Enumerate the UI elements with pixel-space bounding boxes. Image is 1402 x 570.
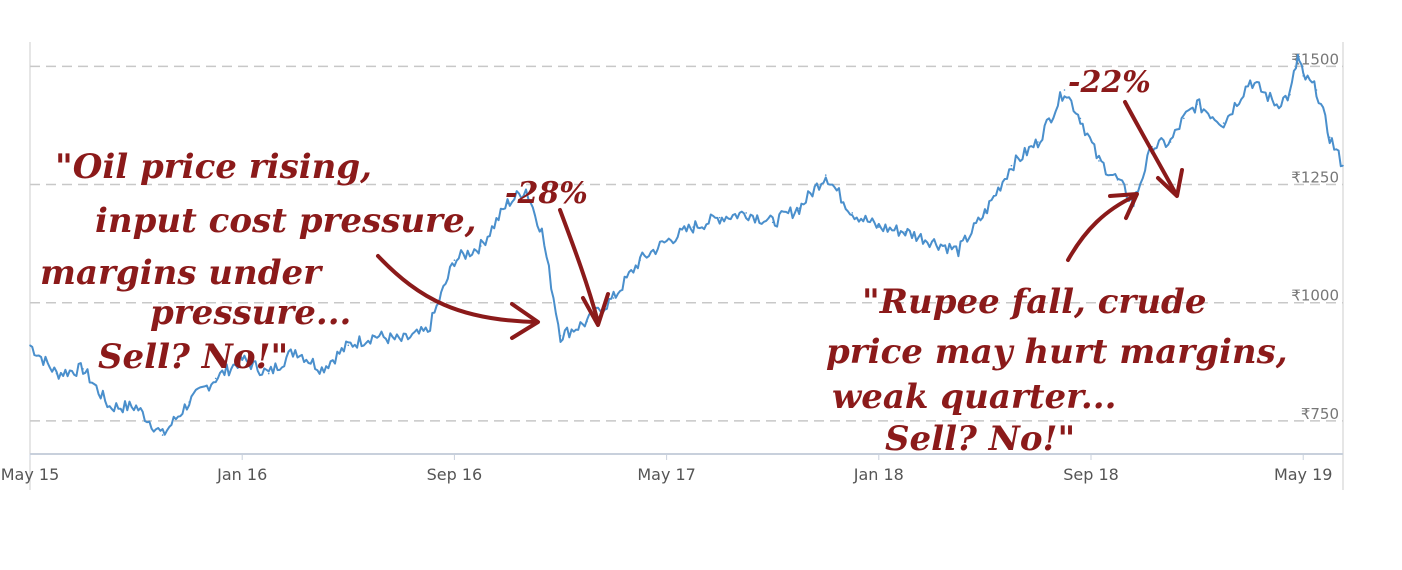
data-point xyxy=(745,212,747,214)
arrow-drop-left-head xyxy=(581,292,610,327)
data-point xyxy=(188,401,190,403)
note-right-line-1: "Rupee fall, crude xyxy=(862,282,1206,322)
arrow-left-note-head xyxy=(510,302,540,340)
data-point xyxy=(214,377,217,380)
arrow-right-note-head xyxy=(1108,192,1139,220)
data-point xyxy=(931,240,933,243)
data-point xyxy=(320,368,323,370)
y-tick-label: ₹1000 xyxy=(1291,287,1339,305)
data-point xyxy=(82,368,84,370)
data-point xyxy=(506,202,509,205)
note-left-line-1: "Oil price rising, xyxy=(55,147,372,187)
data-point xyxy=(453,259,456,261)
data-point xyxy=(824,174,827,176)
data-point xyxy=(1183,117,1185,120)
data-point xyxy=(771,221,774,224)
data-point xyxy=(1275,103,1278,105)
data-point xyxy=(1098,160,1100,162)
note-right-line-4: Sell? No!" xyxy=(885,419,1075,459)
data-point xyxy=(1079,117,1082,120)
data-point xyxy=(639,259,641,261)
annotation-drop-left: -28% xyxy=(505,176,610,327)
data-point xyxy=(1169,141,1172,143)
data-point xyxy=(161,434,164,436)
x-tick-label: Jan 16 xyxy=(216,465,267,484)
y-tick-label: ₹750 xyxy=(1301,405,1339,423)
y-tick-label: ₹1250 xyxy=(1291,169,1339,187)
data-point xyxy=(294,349,297,351)
data-point xyxy=(612,297,615,299)
data-point xyxy=(718,216,721,219)
data-point xyxy=(108,405,111,408)
data-point xyxy=(586,320,588,323)
x-tick-labels: May 15 Jan 16 Sep 16 May 17 Jan 18 Sep 18 May … xyxy=(1,454,1333,484)
data-point xyxy=(1037,141,1039,143)
data-point xyxy=(1063,89,1066,91)
data-point xyxy=(878,226,880,228)
data-point xyxy=(984,212,986,214)
series-line xyxy=(29,53,1344,436)
data-point xyxy=(957,249,960,252)
series xyxy=(29,53,1344,436)
x-tick-label: May 15 xyxy=(1,465,60,484)
data-point xyxy=(1116,179,1119,181)
annotation-right: "Rupee fall, crude price may hurt margin… xyxy=(826,192,1288,459)
data-point xyxy=(851,212,854,214)
data-point xyxy=(400,339,403,342)
data-point xyxy=(1297,56,1299,58)
data-point xyxy=(525,188,527,191)
x-tick-label: Sep 16 xyxy=(427,465,483,484)
data-point xyxy=(541,231,543,233)
x-tick-label: May 17 xyxy=(637,465,696,484)
data-point xyxy=(1328,136,1331,139)
data-point xyxy=(1315,89,1318,91)
data-point xyxy=(267,372,270,375)
data-point xyxy=(135,405,137,408)
data-point xyxy=(1342,164,1344,167)
data-point xyxy=(904,231,907,233)
arrow-left-note xyxy=(376,254,537,324)
data-point xyxy=(1289,93,1291,96)
data-point xyxy=(55,372,58,375)
data-point xyxy=(241,358,244,361)
data-point xyxy=(347,344,350,347)
x-tick-label: Sep 18 xyxy=(1063,465,1119,484)
data-point xyxy=(480,245,482,247)
drop-left-label: -28% xyxy=(505,176,588,211)
data-point xyxy=(1010,164,1013,167)
x-tick-label: May 19 xyxy=(1274,465,1333,484)
note-right-line-2: price may hurt margins, xyxy=(826,332,1288,372)
data-point xyxy=(1302,75,1305,77)
note-right-line-3: weak quarter... xyxy=(832,377,1116,417)
data-point xyxy=(427,330,429,332)
arrow-drop-right xyxy=(1123,100,1178,196)
note-left-line-2: input cost pressure, xyxy=(95,201,476,241)
annotation-drop-right: -22% xyxy=(1068,65,1184,198)
y-tick-labels: ₹1500 ₹1250 ₹1000 ₹750 xyxy=(1291,50,1339,423)
arrow-drop-left xyxy=(558,208,600,324)
drop-right-label: -22% xyxy=(1068,65,1151,100)
data-point xyxy=(692,226,694,228)
data-point xyxy=(559,335,562,337)
annotation-left: "Oil price rising, input cost pressure, … xyxy=(40,147,540,377)
arrow-right-note xyxy=(1066,194,1137,262)
x-tick-label: Jan 18 xyxy=(853,465,904,484)
data-point xyxy=(1249,79,1251,82)
data-point xyxy=(29,344,31,347)
data-point xyxy=(1222,122,1225,124)
y-tick-label: ₹1500 xyxy=(1291,50,1339,68)
note-left-line-3: margins under xyxy=(40,253,323,293)
data-point xyxy=(1196,103,1198,105)
note-left-line-5: Sell? No!" xyxy=(98,337,288,377)
data-point xyxy=(798,207,801,209)
data-point xyxy=(374,335,376,337)
data-point xyxy=(665,240,668,243)
note-left-line-4: pressure... xyxy=(150,293,351,333)
arrow-drop-right-head xyxy=(1156,168,1184,198)
axes xyxy=(29,42,1344,490)
